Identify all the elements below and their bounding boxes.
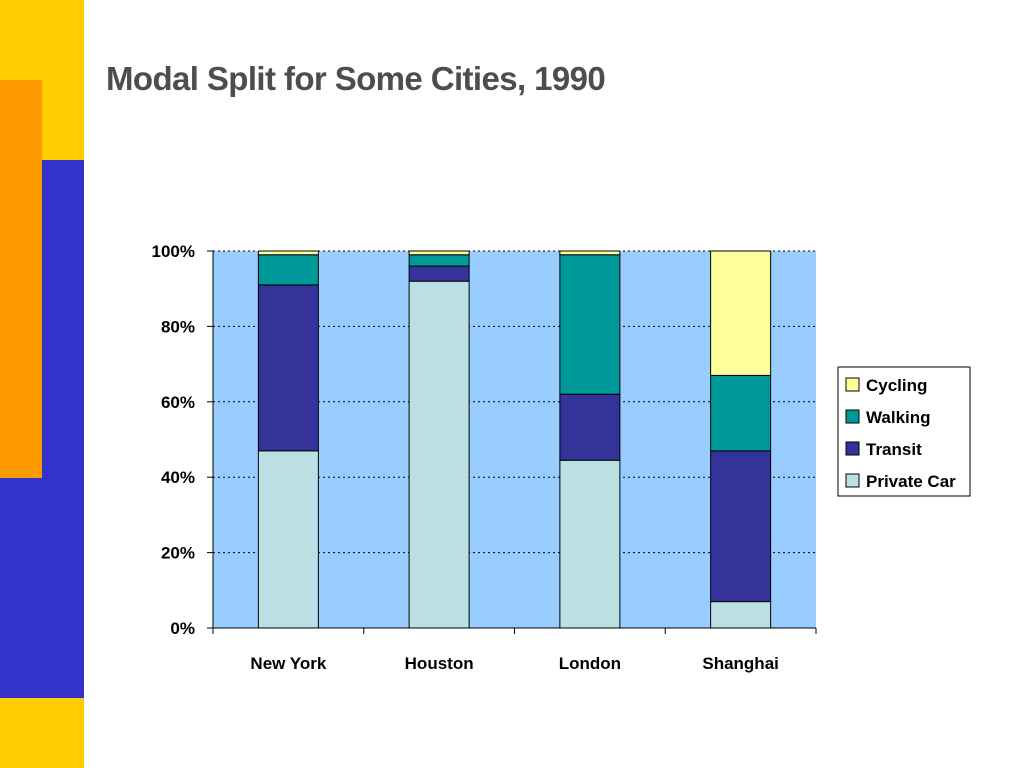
legend-swatch-cycling [845, 377, 860, 392]
bar-new-york-cycling [257, 250, 319, 256]
bar-shanghai-private-car [710, 601, 772, 629]
legend-swatch-transit [845, 441, 860, 456]
bar-shanghai-cycling [710, 250, 772, 376]
bar-new-york-transit [257, 284, 319, 452]
y-tick-label: 80% [161, 317, 195, 336]
legend-label-cycling: Cycling [866, 376, 927, 395]
legend-label-private-car: Private Car [866, 472, 956, 491]
legend-label-transit: Transit [866, 440, 922, 459]
y-tick-label: 60% [161, 393, 195, 412]
bar-london-cycling [559, 250, 621, 256]
bar-shanghai-walking [710, 374, 772, 452]
y-tick-label: 20% [161, 544, 195, 563]
legend-box [837, 366, 971, 497]
bar-new-york-private-car [257, 450, 319, 629]
bar-shanghai-transit [710, 450, 772, 603]
x-tick-label: New York [250, 654, 326, 673]
legend-swatch-walking [845, 409, 860, 424]
y-tick-label: 100% [152, 242, 195, 261]
x-tick-label: London [559, 654, 621, 673]
slide-title: Modal Split for Some Cities, 1990 [106, 60, 606, 97]
bar-houston-transit [408, 265, 470, 282]
bar-london-transit [559, 393, 621, 461]
bar-houston-cycling [408, 250, 470, 256]
bar-houston-private-car [408, 280, 470, 629]
y-tick-label: 0% [170, 619, 195, 638]
x-tick-label: Shanghai [702, 654, 779, 673]
bar-london-private-car [559, 459, 621, 629]
legend-label-walking: Walking [866, 408, 931, 427]
bar-new-york-walking [257, 254, 319, 286]
bar-houston-walking [408, 254, 470, 267]
bar-london-walking [559, 254, 621, 395]
x-tick-label: Houston [405, 654, 474, 673]
y-tick-label: 40% [161, 468, 195, 487]
left-stripe-orange [0, 80, 42, 478]
legend-swatch-private-car [845, 473, 860, 488]
